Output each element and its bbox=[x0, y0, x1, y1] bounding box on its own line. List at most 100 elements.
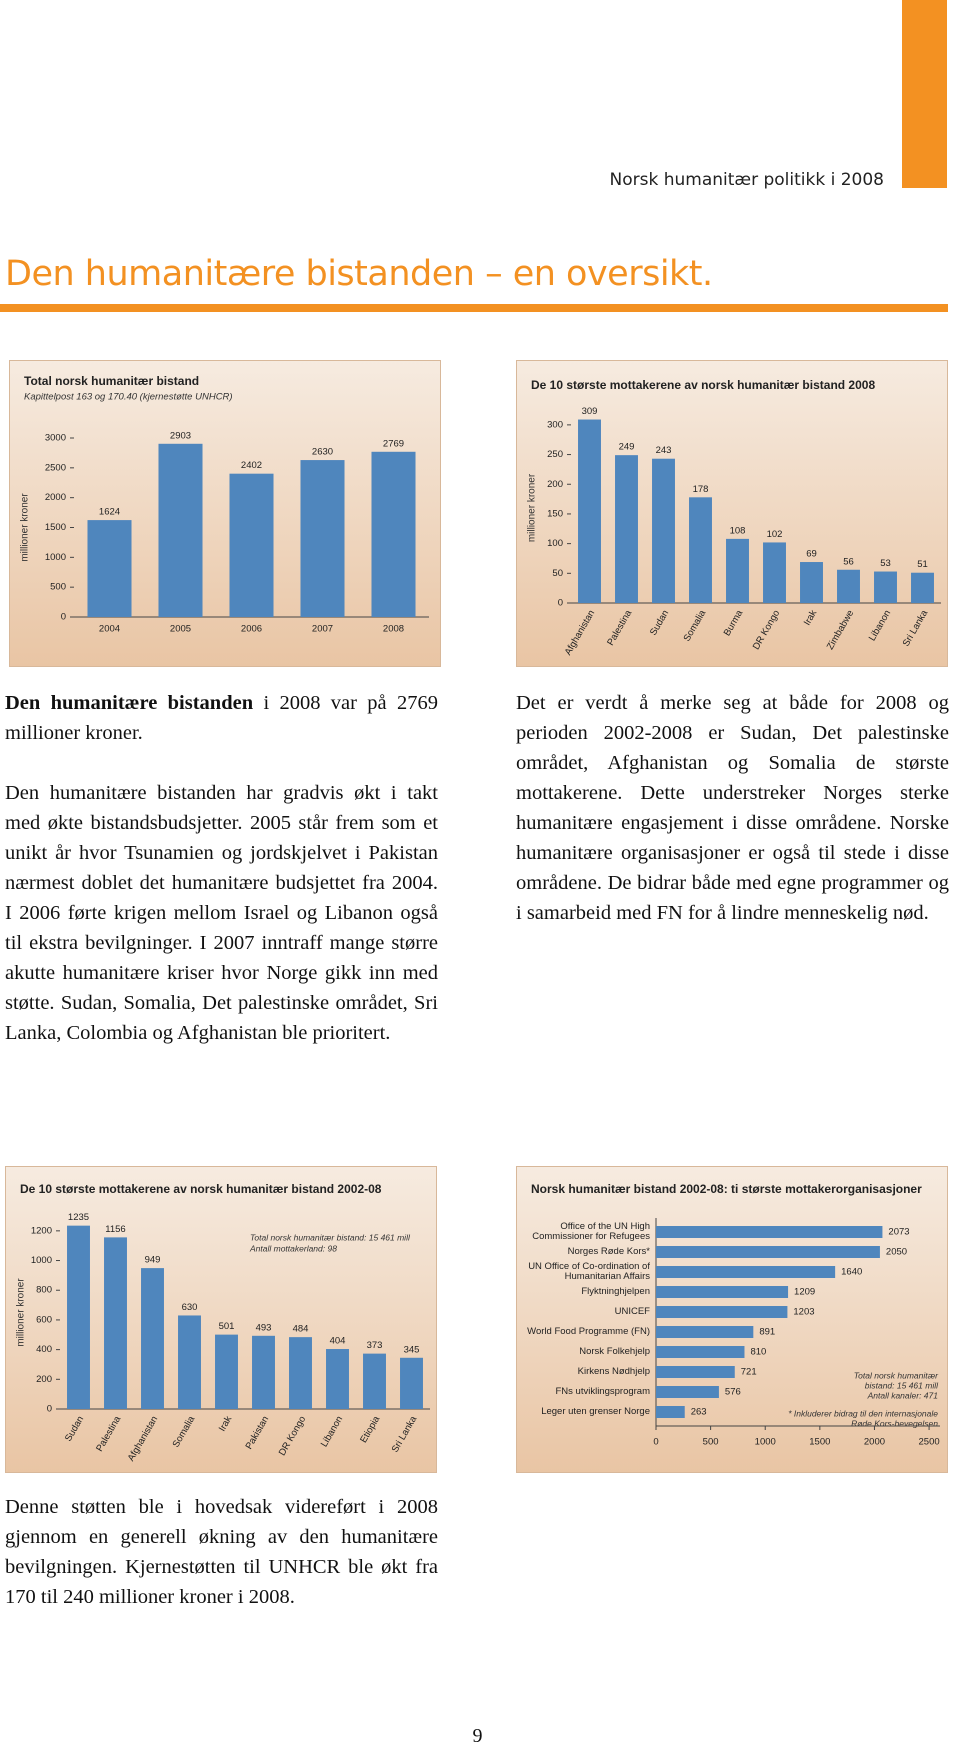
bar bbox=[578, 419, 601, 603]
y-tick-label: World Food Programme (FN) bbox=[527, 1326, 650, 1337]
paragraph: Den humanitære bistanden i 2008 var på 2… bbox=[5, 688, 438, 748]
data-label: 309 bbox=[582, 406, 598, 417]
data-label: 2769 bbox=[383, 438, 404, 449]
y-label-box: UN Office of Co-ordination of Humanitari… bbox=[528, 1261, 650, 1282]
y-tick-label: UN Office of Co-ordination of Humanitari… bbox=[528, 1261, 650, 1282]
y-tick-label: 2000 bbox=[45, 492, 66, 503]
data-label: 263 bbox=[691, 1407, 707, 1418]
bar bbox=[326, 1349, 349, 1409]
bar bbox=[874, 571, 897, 603]
data-label: 102 bbox=[767, 529, 783, 540]
bar bbox=[837, 569, 860, 603]
x-tick-label: 2007 bbox=[312, 624, 333, 635]
annotation: Total norsk humanitær bbox=[854, 1370, 939, 1380]
bar bbox=[289, 1337, 312, 1409]
y-tick-label: 200 bbox=[547, 479, 563, 490]
title-rule bbox=[0, 304, 948, 312]
chart-title: De 10 største mottakerene av norsk human… bbox=[531, 378, 875, 392]
bar bbox=[300, 460, 345, 617]
chart: De 10 største mottakerene av norsk human… bbox=[5, 1166, 437, 1473]
y-tick-label: 1200 bbox=[31, 1225, 52, 1236]
left-column: Den humanitære bistanden i 2008 var på 2… bbox=[5, 688, 438, 1078]
data-label: 891 bbox=[759, 1327, 775, 1338]
chart-title: Total norsk humanitær bistand bbox=[24, 374, 199, 388]
chart-title: De 10 største mottakerene av norsk human… bbox=[20, 1182, 382, 1196]
y-label-box: UNICEF bbox=[615, 1307, 650, 1317]
y-tick-label: 600 bbox=[36, 1314, 52, 1325]
y-tick-label: FNs utviklingsprogram bbox=[555, 1386, 651, 1397]
chart-subtitle: Kapittelpost 163 og 170.40 (kjernestøtte… bbox=[24, 392, 233, 403]
paragraph: Det er verdt å merke seg at både for 200… bbox=[516, 692, 949, 924]
bar bbox=[615, 455, 638, 603]
y-tick-label: 1000 bbox=[31, 1255, 52, 1266]
data-label: 53 bbox=[880, 558, 891, 569]
bar bbox=[652, 458, 675, 603]
y-axis-label: millioner kroner bbox=[20, 493, 31, 562]
page-number: 9 bbox=[472, 1725, 483, 1747]
data-label: 1203 bbox=[793, 1307, 814, 1318]
annotation: Antall mottakerland: 98 bbox=[249, 1243, 337, 1253]
data-label: 108 bbox=[730, 525, 746, 536]
x-tick-label: 1000 bbox=[755, 1437, 776, 1448]
y-label-box: Norsk Folkehjelp bbox=[579, 1346, 650, 1357]
x-tick-label: 2000 bbox=[864, 1437, 885, 1448]
y-tick-label: 0 bbox=[61, 612, 66, 623]
x-tick-label: 2006 bbox=[241, 624, 262, 635]
annotation: Total norsk humanitær bistand: 15 461 mi… bbox=[250, 1232, 411, 1242]
data-label: 501 bbox=[219, 1321, 235, 1332]
data-label: 1156 bbox=[105, 1224, 125, 1235]
bar bbox=[656, 1386, 719, 1398]
bar bbox=[763, 542, 786, 603]
bar bbox=[800, 562, 823, 603]
lead-bold: Den humanitære bistanden bbox=[5, 692, 254, 714]
y-label-box: Kirkens Nødhjelp bbox=[578, 1367, 650, 1377]
paragraph: Den humanitære bistanden har gradvis økt… bbox=[5, 782, 438, 1044]
data-label: 484 bbox=[293, 1324, 309, 1335]
bar bbox=[229, 473, 274, 617]
annotation: Antall kanaler: 471 bbox=[867, 1390, 939, 1400]
y-tick-label: 2500 bbox=[45, 462, 66, 473]
data-label: 345 bbox=[404, 1344, 420, 1355]
bar bbox=[656, 1406, 685, 1418]
bar bbox=[67, 1225, 90, 1409]
x-tick-label: 0 bbox=[653, 1437, 658, 1448]
data-label: 810 bbox=[750, 1347, 766, 1358]
y-tick-label: Leger uten grenser Norge bbox=[541, 1406, 650, 1417]
data-label: 243 bbox=[656, 445, 672, 456]
y-tick-label: 50 bbox=[552, 568, 563, 579]
y-tick-label: 800 bbox=[36, 1285, 52, 1296]
bar bbox=[911, 572, 934, 603]
y-tick-label: 250 bbox=[547, 449, 563, 460]
y-tick-label: 500 bbox=[50, 582, 66, 593]
y-axis-label: millioner kroner bbox=[527, 473, 538, 542]
bar bbox=[656, 1306, 788, 1318]
right-column: Det er verdt å merke seg at både for 200… bbox=[516, 688, 949, 958]
data-label: 1624 bbox=[99, 507, 120, 518]
bar bbox=[656, 1226, 883, 1238]
bar bbox=[726, 538, 749, 603]
y-label-box: Office of the UN High Commissioner for R… bbox=[532, 1221, 650, 1242]
data-label: 69 bbox=[806, 549, 817, 560]
orange-tab bbox=[902, 0, 947, 188]
y-axis-label: millioner kroner bbox=[16, 1278, 27, 1347]
data-label: 56 bbox=[843, 556, 854, 567]
data-label: 2630 bbox=[312, 447, 333, 458]
y-tick-label: Norsk Folkehjelp bbox=[579, 1346, 650, 1357]
bar bbox=[656, 1346, 745, 1358]
x-tick-label: 500 bbox=[703, 1437, 719, 1448]
bar bbox=[215, 1334, 238, 1409]
y-tick-label: Norges Røde Kors* bbox=[567, 1246, 650, 1257]
data-label: 2050 bbox=[886, 1247, 907, 1258]
bottom-column: Denne støtten ble i hovedsak videreført … bbox=[5, 1492, 438, 1642]
data-label: 1235 bbox=[68, 1212, 89, 1223]
y-label-box: Leger uten grenser Norge bbox=[541, 1406, 650, 1417]
bar bbox=[104, 1237, 127, 1409]
data-label: 404 bbox=[330, 1336, 346, 1347]
y-tick-label: Office of the UN High Commissioner for R… bbox=[532, 1221, 650, 1242]
page-title: Den humanitære bistanden – en oversikt. bbox=[5, 254, 713, 294]
bar bbox=[141, 1268, 164, 1409]
annotation: Røde Kors-bevegelsen bbox=[851, 1418, 938, 1428]
y-tick-label: Flyktninghjelpen bbox=[581, 1286, 650, 1297]
data-label: 249 bbox=[619, 442, 635, 453]
